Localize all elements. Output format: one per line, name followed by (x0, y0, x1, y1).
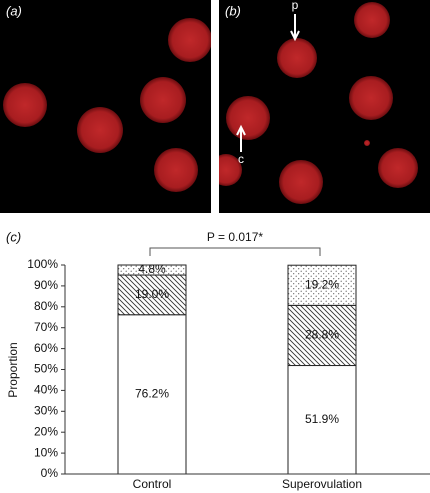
y-tick-label: 0% (41, 466, 59, 480)
y-tick-label: 100% (27, 257, 58, 271)
y-tick-label: 40% (34, 383, 58, 397)
value-label: 4.8% (138, 262, 166, 276)
y-tick-label: 10% (34, 445, 58, 459)
bar-segment (287, 264, 357, 306)
value-label: 28.8% (305, 328, 339, 342)
y-tick-label: 70% (34, 320, 58, 334)
annotation-label: p (292, 0, 299, 12)
bar-segment (117, 314, 187, 475)
panel-b: (b) p c (219, 0, 430, 213)
panel-label: (c) (6, 229, 21, 244)
bar-segment (117, 274, 187, 316)
value-label: 51.9% (305, 412, 339, 426)
y-axis-label: Proportion (6, 342, 20, 397)
panel-a: (a) (0, 0, 211, 213)
panel-label: (b) (225, 3, 241, 18)
panel-label: (a) (6, 3, 22, 18)
bar-segment (287, 365, 357, 475)
chart: (c) P = 0.017* Proportion 0% 10% 20% 30% 40%… (6, 229, 430, 491)
annotation: P = 0.017* (207, 230, 263, 244)
y-tick-label: 20% (34, 424, 58, 438)
y-tick-label: 80% (34, 299, 58, 313)
y-tick-label: 60% (34, 341, 58, 355)
value-label: 19.0% (135, 287, 169, 301)
y-tick-label: 50% (34, 362, 58, 376)
value-label: 19.2% (305, 277, 339, 291)
y-tick-label: 30% (34, 403, 58, 417)
y-tick-label: 90% (34, 278, 58, 292)
x-tick-label: Superovulation (282, 477, 362, 491)
x-tick-label: Control (133, 477, 172, 491)
value-label: 76.2% (135, 387, 169, 401)
bar-segment (287, 304, 357, 367)
annotation-label: c (238, 152, 244, 166)
bar-segment (117, 264, 187, 276)
